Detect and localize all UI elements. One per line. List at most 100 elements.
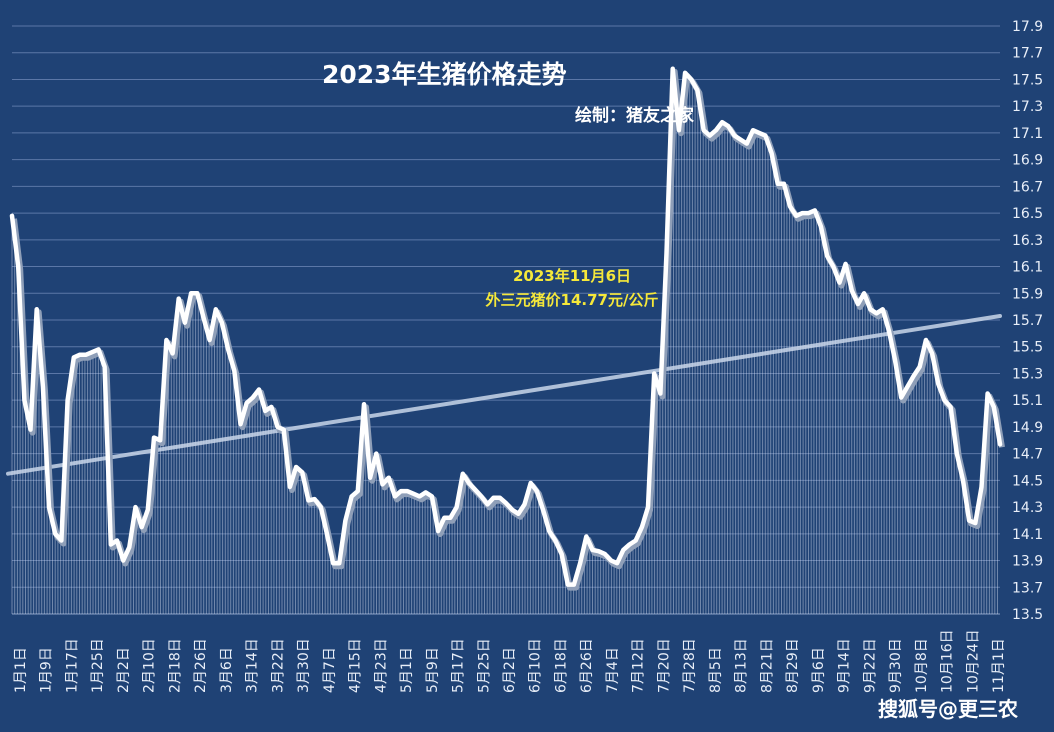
data-point (319, 506, 322, 508)
data-point (97, 348, 100, 351)
trend-layer (6, 313, 1002, 476)
data-point (110, 543, 112, 546)
data-point (566, 583, 569, 586)
data-point (918, 365, 921, 368)
data-point (289, 486, 291, 488)
x-tick-label: 5月9日 (425, 647, 441, 693)
data-point (511, 508, 513, 511)
x-axis: 1月1日 1月9日 1月17日 1月25日 2月2日 2月10日 2月18日 2月26日 3月6… (13, 629, 1007, 693)
y-tick-label: 17.7 (1012, 46, 1043, 62)
x-tick-label: 6月2日 (502, 647, 518, 693)
data-point (449, 516, 452, 519)
data-point (659, 392, 662, 395)
x-tick-label: 2月26日 (193, 638, 209, 693)
x-tick-label: 10月8日 (914, 638, 930, 693)
x-tick-label: 6月18日 (553, 638, 569, 693)
data-point (820, 225, 822, 228)
y-tick-label: 16.3 (1012, 233, 1043, 249)
area-layer (11, 74, 998, 614)
trend-line (6, 313, 1002, 476)
data-point (678, 129, 680, 132)
x-tick-label: 9月30日 (888, 638, 904, 693)
data-point (147, 508, 149, 511)
x-tick-label: 3月22日 (270, 638, 286, 693)
data-point (554, 539, 557, 542)
data-point (912, 375, 915, 377)
data-point (357, 490, 359, 492)
data-point (925, 339, 927, 341)
data-point (190, 292, 192, 295)
data-point (369, 476, 371, 479)
data-point (79, 353, 81, 356)
data-point (418, 495, 421, 498)
data-point (492, 496, 495, 499)
data-point (628, 543, 631, 546)
x-tick-label: 1月9日 (39, 647, 55, 693)
data-point (307, 499, 310, 502)
data-point (708, 134, 711, 137)
data-point (424, 491, 427, 494)
data-point (875, 312, 878, 315)
data-point (955, 452, 958, 455)
chart-subtitle: 绘制：猪友之家 (575, 105, 694, 126)
x-tick-label: 5月1日 (399, 647, 415, 693)
data-point (770, 152, 773, 154)
data-point (295, 466, 297, 468)
data-point (943, 399, 946, 401)
x-tick-label: 2月10日 (142, 638, 158, 693)
data-point (17, 265, 19, 268)
data-point (715, 129, 717, 132)
data-point (208, 339, 211, 341)
data-point (826, 255, 828, 257)
data-point (937, 383, 940, 385)
data-point (134, 506, 137, 508)
x-tick-label: 9月22日 (862, 638, 878, 693)
data-point (153, 436, 155, 439)
data-point (140, 526, 143, 528)
data-point (282, 428, 285, 431)
data-point (23, 399, 26, 401)
x-tick-label: 7月12日 (631, 638, 647, 693)
data-point (727, 125, 730, 128)
data-point (764, 134, 767, 137)
data-point (517, 512, 520, 515)
annotation-date: 2023年11月6日 (513, 267, 631, 285)
data-point (406, 490, 409, 492)
data-point (931, 352, 933, 355)
x-tick-label: 7月20日 (656, 638, 672, 693)
data-point (980, 486, 983, 488)
data-point (42, 386, 44, 388)
data-point (585, 535, 588, 538)
x-tick-label: 7月4日 (605, 647, 621, 693)
data-point (888, 329, 890, 332)
data-point (54, 533, 57, 535)
y-tick-label: 17.1 (1012, 126, 1043, 142)
data-point (116, 539, 118, 542)
data-point (103, 365, 106, 368)
x-tick-label: 4月23日 (373, 638, 389, 693)
data-point (993, 406, 995, 408)
x-tick-label: 4月7日 (322, 647, 338, 693)
y-tick-label: 16.7 (1012, 179, 1043, 195)
data-point (400, 490, 402, 492)
y-tick-label: 16.1 (1012, 260, 1043, 276)
data-point (48, 506, 50, 508)
data-point (227, 348, 229, 351)
x-tick-label: 3月14日 (245, 638, 261, 693)
data-point (634, 539, 637, 542)
data-point (542, 508, 544, 511)
data-point (412, 492, 415, 495)
data-point (863, 292, 865, 295)
data-point (573, 583, 575, 586)
data-point (999, 443, 1001, 446)
y-tick-label: 16.5 (1012, 206, 1043, 222)
data-point (486, 503, 489, 506)
data-point (665, 252, 668, 254)
data-point (591, 549, 594, 551)
data-point (900, 396, 902, 399)
data-point (196, 292, 199, 295)
data-point (184, 321, 186, 324)
y-tick-label: 14.7 (1012, 447, 1043, 463)
y-tick-label: 13.9 (1012, 554, 1043, 570)
